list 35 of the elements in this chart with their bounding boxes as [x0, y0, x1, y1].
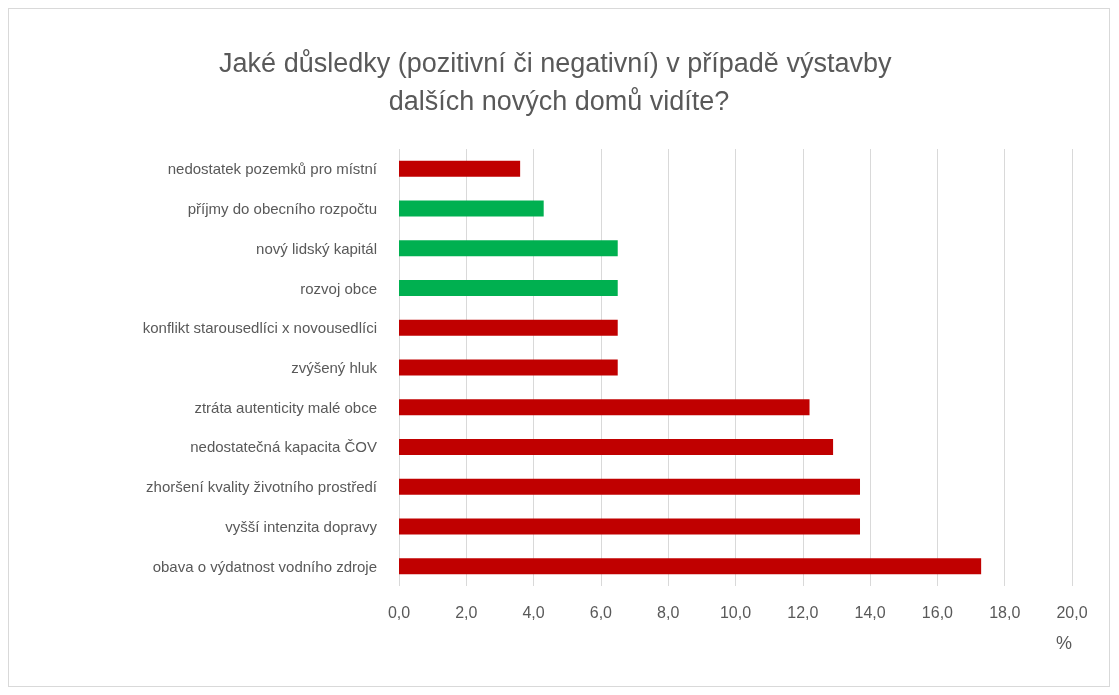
bar — [399, 478, 861, 495]
x-tick-label: 18,0 — [989, 603, 1021, 621]
x-axis-title: % — [1055, 633, 1072, 653]
bar — [399, 280, 618, 297]
x-tick-label: 8,0 — [657, 603, 680, 621]
y-tick-label: rozvoj obce — [300, 279, 377, 297]
y-tick-label: nedostatek pozemků pro místní — [167, 160, 378, 178]
x-tick-label: 6,0 — [589, 603, 613, 621]
x-tick-label: 2,0 — [455, 603, 478, 621]
chart-title: Jaké důsledky (pozitivní či negativní) v případě výstavby dalších nových domů vidíte? — [219, 48, 899, 116]
bar — [399, 438, 834, 455]
bar — [399, 240, 618, 257]
x-tick-label: 14,0 — [854, 603, 886, 621]
y-tick-label: ztráta autenticity malé obce — [194, 398, 377, 416]
x-tick-label: 10,0 — [719, 603, 752, 621]
bar — [399, 399, 810, 416]
y-tick-label: konflikt starousedlíci x novousedlíci — [142, 319, 377, 337]
x-tick-label: 0,0 — [387, 603, 411, 621]
bar — [399, 558, 982, 575]
bar — [399, 160, 521, 177]
bar — [399, 200, 544, 217]
x-tick-label: 4,0 — [522, 603, 545, 621]
bar — [399, 319, 618, 336]
y-tick-label: nedostatečná kapacita ČOV — [190, 438, 377, 456]
y-tick-label: zvýšený hluk — [291, 359, 378, 376]
x-tick-label: 20,0 — [1056, 603, 1088, 621]
y-tick-label: obava o výdatnost vodního zdroje — [152, 557, 377, 575]
bar — [399, 518, 861, 535]
y-tick-label: vyšší intenzita dopravy — [225, 517, 378, 535]
x-tick-label: 16,0 — [921, 603, 954, 621]
y-tick-label: nový lidský kapitál — [256, 239, 377, 257]
y-tick-label: příjmy do obecního rozpočtu — [187, 200, 377, 218]
y-tick-label: zhoršení kvality životního prostředí — [146, 478, 378, 496]
x-tick-label: 12,0 — [787, 603, 819, 621]
bar — [399, 359, 618, 376]
